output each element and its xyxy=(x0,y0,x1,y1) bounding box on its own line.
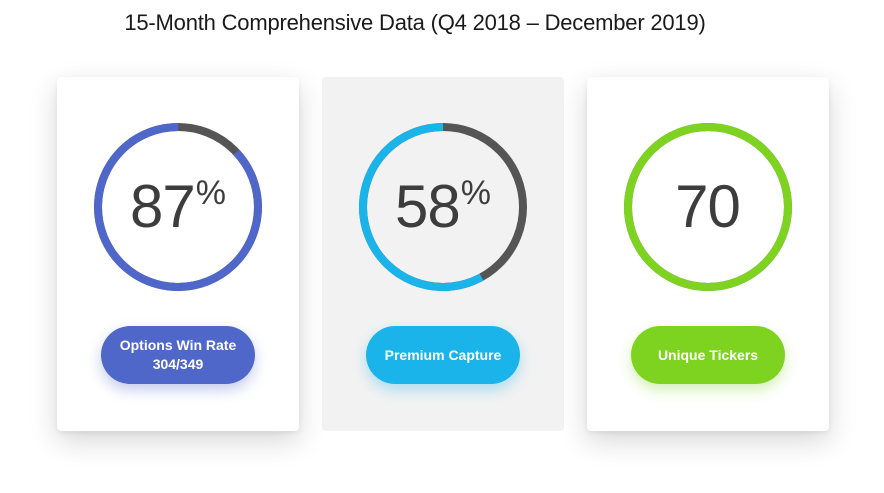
stat-value: 58% xyxy=(358,122,528,292)
stat-label: Options Win Rate xyxy=(119,337,237,353)
progress-ring: 87% xyxy=(93,122,263,292)
stat-value: 87% xyxy=(93,122,263,292)
stat-card-unique-tickers: 70 Unique Tickers xyxy=(587,77,829,431)
stat-number: 87 xyxy=(130,173,196,240)
stat-label-badge: Unique Tickers xyxy=(631,326,785,384)
ring-progress-arc xyxy=(359,122,527,291)
stat-label: Premium Capture xyxy=(384,346,502,363)
stat-value: 70 xyxy=(623,122,793,292)
progress-ring: 70 xyxy=(623,122,793,292)
stat-card-options-win-rate: 87% Options Win Rate 304/349 xyxy=(57,77,299,431)
stat-number: 58 xyxy=(395,173,461,240)
stat-card-premium-capture: 58% Premium Capture xyxy=(322,77,564,431)
stat-label: Unique Tickers xyxy=(657,346,759,363)
progress-ring: 58% xyxy=(358,122,528,292)
stat-sublabel: 304/349 xyxy=(152,356,204,372)
progress-ring-chart xyxy=(359,122,527,291)
stat-unit: % xyxy=(195,174,226,212)
stat-label-badge: Options Win Rate 304/349 xyxy=(101,326,255,384)
progress-ring-chart xyxy=(624,123,792,291)
ring-progress-arc xyxy=(94,123,262,291)
page-title: 15-Month Comprehensive Data (Q4 2018 – D… xyxy=(124,10,706,35)
ring-progress-arc xyxy=(624,123,792,291)
progress-ring-chart xyxy=(94,123,262,291)
stat-label-badge: Premium Capture xyxy=(366,326,520,384)
stat-unit: % xyxy=(460,174,491,212)
stat-number: 70 xyxy=(675,173,741,240)
